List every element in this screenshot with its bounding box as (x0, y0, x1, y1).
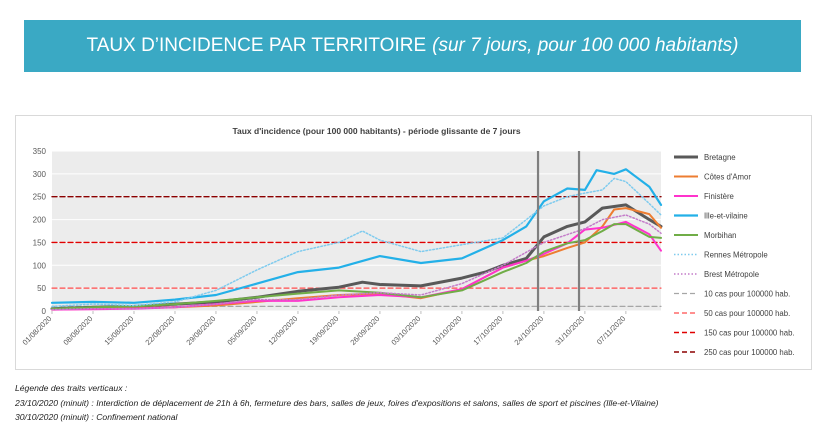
legend-label: Côtes d'Amor (704, 173, 751, 182)
incidence-chart: Taux d'incidence (pour 100 000 habitants… (21, 126, 795, 357)
chart-frame: Taux d'incidence (pour 100 000 habitants… (15, 115, 812, 370)
x-tick-label: 07/11/2020 (595, 314, 628, 347)
legend-label: Bretagne (704, 153, 736, 162)
x-tick-label: 10/10/2020 (430, 314, 463, 347)
x-tick-label: 31/10/2020 (553, 314, 586, 347)
legend-label: Ille-et-vilaine (704, 212, 748, 221)
legend-label: 50 cas pour 100000 hab. (704, 309, 790, 318)
banner-title: TAUX D’INCIDENCE PAR TERRITOIRE (86, 35, 427, 56)
title-banner: TAUX D’INCIDENCE PAR TERRITOIRE (sur 7 j… (24, 20, 801, 72)
x-tick-label: 22/08/2020 (143, 314, 176, 347)
series-line-brest-metropole (51, 214, 662, 311)
y-tick-label: 200 (33, 216, 47, 225)
y-tick-label: 350 (33, 147, 47, 156)
x-tick-label: 26/09/2020 (348, 314, 381, 347)
y-tick-label: 0 (42, 307, 47, 316)
legend-label: Brest Métropole (704, 270, 759, 279)
x-tick-label: 17/10/2020 (471, 314, 504, 347)
plot-area (52, 151, 661, 311)
x-tick-label: 08/08/2020 (61, 314, 94, 347)
x-tick-label: 24/10/2020 (512, 314, 545, 347)
y-tick-label: 50 (37, 284, 46, 293)
notes-heading: Légende des traits verticaux : (15, 383, 128, 393)
chart-title: Taux d'incidence (pour 100 000 habitants… (232, 126, 520, 136)
legend-label: Morbihan (704, 231, 737, 240)
y-tick-label: 250 (33, 193, 47, 202)
x-tick-label: 19/09/2020 (307, 314, 340, 347)
x-tick-label: 01/08/2020 (21, 314, 54, 347)
y-tick-label: 150 (33, 238, 47, 247)
legend-label: 10 cas pour 100000 hab. (704, 290, 790, 299)
legend-label: Rennes Métropole (704, 251, 768, 260)
x-tick-label: 12/09/2020 (266, 314, 299, 347)
banner-subtitle: (sur 7 jours, pour 100 000 habitants) (432, 35, 739, 56)
x-tick-label: 15/08/2020 (102, 314, 135, 347)
legend-label: 150 cas pour 100000 hab. (704, 329, 795, 338)
series-line-rennes-metropole (51, 177, 662, 308)
y-tick-label: 300 (33, 170, 47, 179)
x-tick-label: 29/08/2020 (184, 314, 217, 347)
legend-label: Finistère (704, 192, 734, 201)
legend-label: 250 cas pour 100000 hab. (704, 348, 795, 357)
note-marker-2: 30/10/2020 (minuit) : Confinement nation… (15, 412, 178, 422)
series-line-morbihan (51, 223, 662, 310)
note-marker-1: 23/10/2020 (minuit) : Interdiction de dé… (15, 397, 659, 408)
x-tick-label: 05/09/2020 (225, 314, 258, 347)
vertical-lines-legend: Légende des traits verticaux : 23/10/202… (15, 381, 810, 425)
x-tick-label: 03/10/2020 (389, 314, 422, 347)
y-tick-label: 100 (33, 261, 47, 270)
